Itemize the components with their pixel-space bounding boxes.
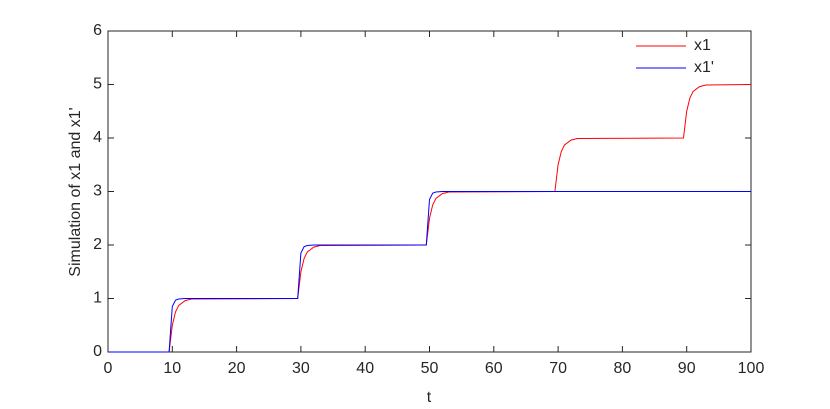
y-axis-label: Simulation of x1 and x1' [67,107,84,276]
x-axis-label: t [427,389,432,406]
x-tick-label: 40 [356,360,374,377]
series-line [108,84,752,353]
y-tick-label: 1 [93,290,102,307]
y-tick-label: 6 [93,22,102,39]
y-tick-label: 5 [93,76,102,93]
y-tick-label: 3 [93,183,102,200]
x-tick-label: 50 [421,360,439,377]
legend-label: x1' [694,59,714,76]
series-line [108,191,751,353]
x-tick-label: 10 [163,360,181,377]
x-tick-label: 100 [738,360,765,377]
x-tick-label: 70 [549,360,567,377]
y-tick-label: 2 [93,236,102,253]
x-tick-label: 60 [485,360,503,377]
x-tick-label: 80 [614,360,632,377]
x-tick-label: 0 [104,360,113,377]
y-tick-label: 4 [93,129,102,146]
y-tick-label: 0 [93,343,102,360]
legend-label: x1 [694,37,711,54]
x-tick-label: 30 [292,360,310,377]
x-tick-label: 90 [678,360,696,377]
x-tick-label: 20 [228,360,246,377]
